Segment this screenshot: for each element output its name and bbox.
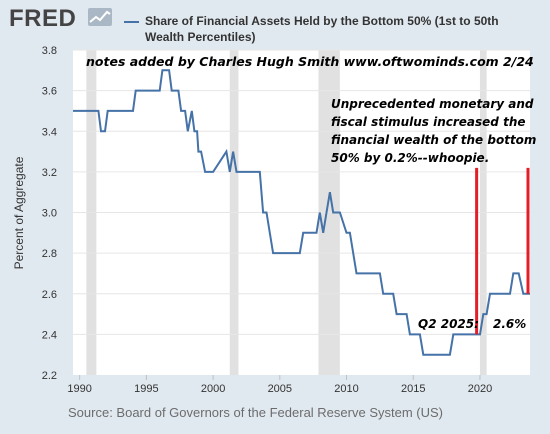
y-tick-label: 3.4 xyxy=(42,126,57,138)
marker-layer xyxy=(475,167,530,335)
stimulus-note-line-1: Unprecedented monetary and xyxy=(331,97,534,111)
grid-lines xyxy=(73,49,530,335)
y-tick-labels: 2.2 2.4 2.6 2.8 3.0 3.2 3.4 3.6 3.8 xyxy=(42,45,57,382)
x-tick-label: 2015 xyxy=(401,383,425,395)
y-tick-label: 2.6 xyxy=(42,289,57,301)
stimulus-note-line-4: 50% by 0.2%--whoopie. xyxy=(331,151,489,165)
x-tick-label: 1990 xyxy=(67,383,91,395)
fred-logo[interactable]: FRED xyxy=(9,5,77,32)
legend-line-1: Share of Financial Assets Held by the Bo… xyxy=(145,14,499,28)
x-tick-label: 2010 xyxy=(334,383,358,395)
y-tick-label: 2.4 xyxy=(42,329,57,341)
credit-annotation: notes added by Charles Hugh Smith www.of… xyxy=(86,54,534,69)
chart-header: FRED Share of Financial Assets Held by t… xyxy=(0,0,550,44)
q2-2025-label: Q2 2025: xyxy=(418,317,479,331)
legend-label: Share of Financial Assets Held by the Bo… xyxy=(145,13,525,45)
y-tick-label: 2.2 xyxy=(42,370,57,382)
x-tick-label: 2005 xyxy=(268,383,292,395)
x-tick-labels: 1990 1995 2000 2005 2010 2015 2020 xyxy=(67,375,492,395)
x-tick-label: 1995 xyxy=(134,383,158,395)
y-tick-label: 2.8 xyxy=(42,248,57,260)
series-layer xyxy=(73,69,530,356)
q2-2025-value: 2.6% xyxy=(493,317,526,331)
y-tick-label: 3.0 xyxy=(42,208,57,220)
stimulus-note-line-3: financial wealth of the bottom xyxy=(331,133,536,147)
y-tick-label: 3.6 xyxy=(42,86,57,98)
source-note: Source: Board of Governors of the Federa… xyxy=(68,405,443,420)
legend-swatch xyxy=(124,21,139,23)
y-tick-label: 3.8 xyxy=(42,45,57,57)
series-line xyxy=(73,69,530,356)
y-axis-title: Percent of Aggregate xyxy=(12,156,26,269)
stimulus-note-line-2: fiscal stimulus increased the xyxy=(331,115,526,129)
x-tick-label: 2020 xyxy=(468,383,492,395)
legend-line-2: Wealth Percentiles) xyxy=(145,30,256,44)
fred-graph-icon xyxy=(88,8,112,26)
y-tick-label: 3.2 xyxy=(42,167,57,179)
x-tick-label: 2000 xyxy=(201,383,225,395)
